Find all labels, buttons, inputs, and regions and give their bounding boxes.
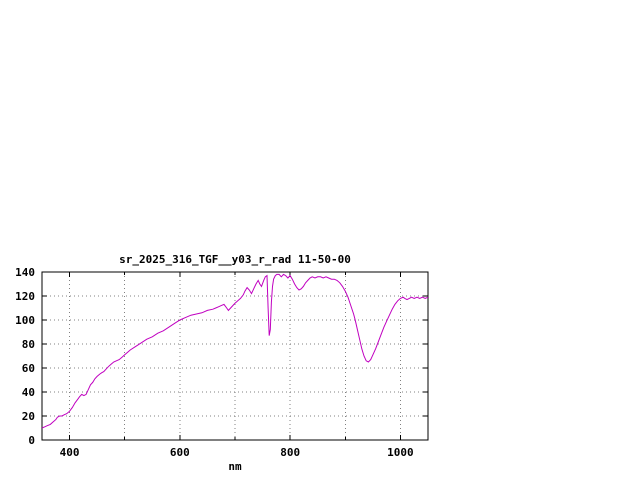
plot-border bbox=[41, 271, 429, 441]
x-axis-label: nm bbox=[228, 460, 242, 473]
y-tick-label: 140 bbox=[15, 266, 35, 279]
y-tick-label: 0 bbox=[28, 434, 35, 447]
y-tick-label: 100 bbox=[15, 314, 35, 327]
series-line bbox=[41, 273, 429, 429]
y-tick-label: 120 bbox=[15, 290, 35, 303]
chart-title: sr_2025_316_TGF__y03_r_rad 11-50-00 bbox=[119, 253, 351, 266]
x-tick-label: 1000 bbox=[387, 446, 414, 459]
y-tick-label: 40 bbox=[22, 386, 35, 399]
x-tick-label: 400 bbox=[60, 446, 80, 459]
y-tick-label: 20 bbox=[22, 410, 35, 423]
y-tick-label: 80 bbox=[22, 338, 35, 351]
y-tick-label: 60 bbox=[22, 362, 35, 375]
x-tick-label: 600 bbox=[170, 446, 190, 459]
x-tick-label: 800 bbox=[280, 446, 300, 459]
